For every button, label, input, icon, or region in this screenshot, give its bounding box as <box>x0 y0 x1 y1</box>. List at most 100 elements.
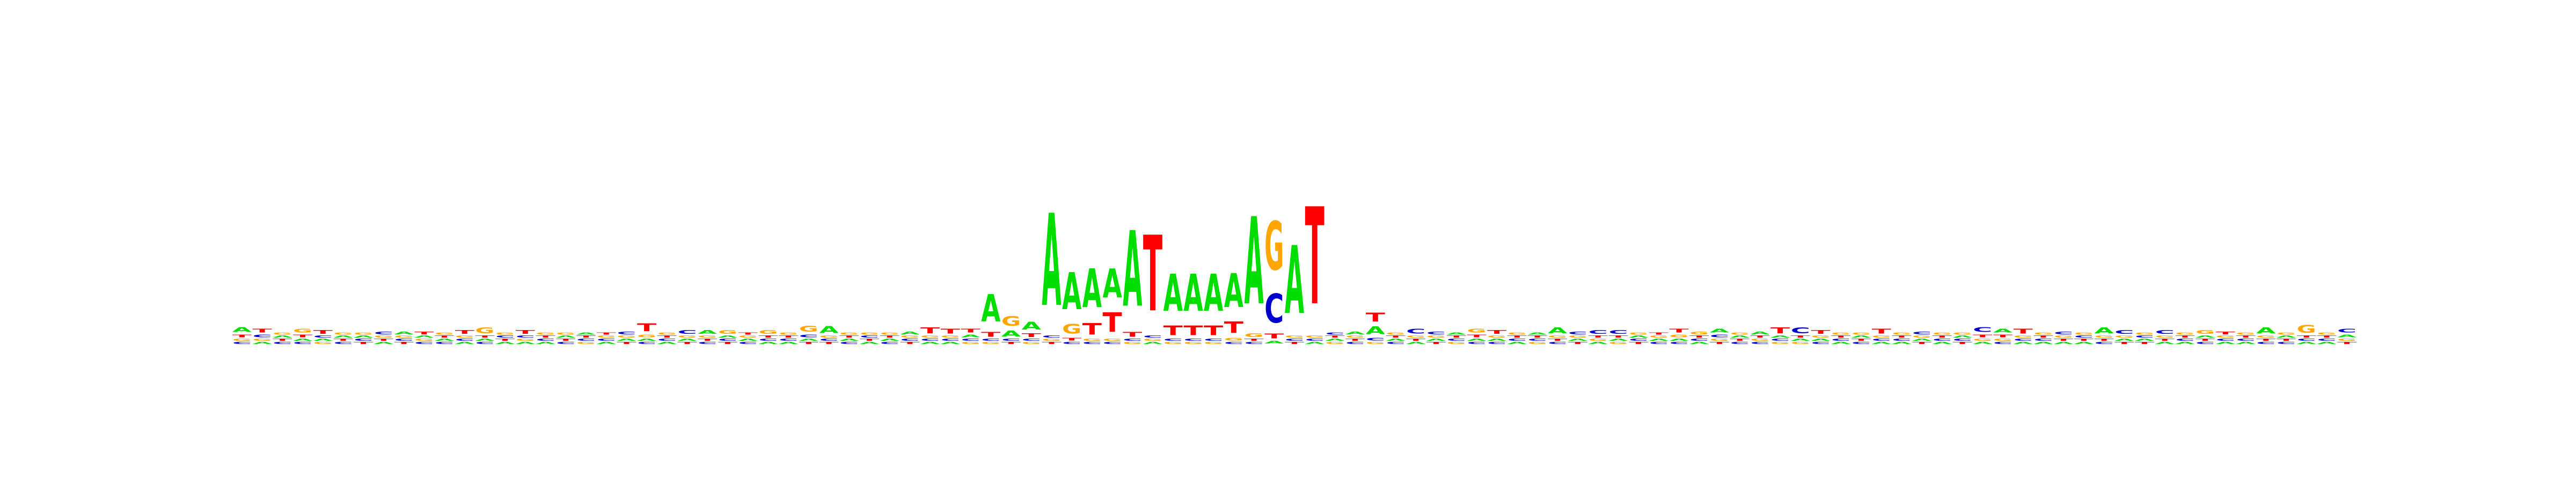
logo-letter-a: A <box>637 338 657 341</box>
logo-letter-c: C <box>1952 338 1972 341</box>
logo-letter-g: G <box>920 335 940 339</box>
logo-letter-g: G <box>1770 341 1790 345</box>
logo-letter-c: C <box>1730 341 1750 345</box>
logo-letter-a: A <box>435 338 455 341</box>
logo-letter-a: A <box>2175 341 2195 345</box>
logo-letter-t: T <box>1204 323 1224 339</box>
logo-letter-t: T <box>758 335 778 339</box>
logo-letter-t: T <box>1527 335 1547 339</box>
logo-letter-c: C <box>677 329 697 335</box>
logo-letter-g: G <box>1204 341 1223 345</box>
logo-letter-t: T <box>1629 341 1649 345</box>
logo-letter-t: T <box>374 338 394 341</box>
logo-letter-t: T <box>252 327 272 333</box>
logo-letter-c: C <box>1325 332 1344 335</box>
logo-letter-g: G <box>860 332 879 335</box>
logo-letter-a: A <box>1831 341 1851 345</box>
logo-letter-g: G <box>576 341 596 345</box>
logo-letter-g: G <box>2054 335 2073 339</box>
logo-letter-g: G <box>1933 332 1952 335</box>
logo-letter-c: C <box>1912 331 1931 335</box>
logo-letter-a: A <box>495 341 515 345</box>
logo-letter-c: C <box>2014 338 2033 341</box>
logo-letter-c: C <box>2216 338 2235 341</box>
logo-letter-a: A <box>698 329 717 335</box>
logo-letter-t: T <box>1082 320 1102 339</box>
logo-letter-g: G <box>1507 332 1527 335</box>
logo-letter-a: A <box>1872 341 1892 345</box>
logo-letter-a: A <box>779 341 799 345</box>
logo-letter-g: G <box>1527 341 1547 345</box>
logo-letter-c: C <box>1548 341 1567 345</box>
logo-letter-a: A <box>718 335 738 339</box>
logo-letter-g: G <box>1811 335 1830 339</box>
logo-letter-c: C <box>1285 338 1304 341</box>
logo-letter-c: C <box>657 338 677 341</box>
logo-letter-t: T <box>1973 334 1992 339</box>
logo-letter-c: C <box>414 341 434 345</box>
logo-letter-c: C <box>455 338 474 341</box>
logo-letter-g: G <box>1447 341 1466 345</box>
logo-letter-c: C <box>1872 338 1891 341</box>
logo-letter-t: T <box>1649 332 1669 335</box>
logo-letter-c: C <box>354 338 373 341</box>
logo-letter-t: T <box>1710 341 1730 345</box>
logo-letter-a: A <box>1791 338 1811 341</box>
logo-letter-a: A <box>2054 341 2074 345</box>
logo-letter-t: T <box>313 329 333 335</box>
logo-letter-a: A <box>1649 338 1669 341</box>
logo-letter-c: C <box>819 338 838 341</box>
logo-letter-t: T <box>900 341 920 345</box>
logo-letter-t: T <box>576 335 596 339</box>
logo-letter-c: C <box>2256 341 2275 345</box>
logo-letter-t: T <box>597 332 617 335</box>
logo-letter-a: A <box>1042 188 1061 335</box>
logo-letter-c: C <box>1527 338 1547 341</box>
logo-letter-g: G <box>232 339 252 342</box>
logo-letter-g: G <box>435 332 454 335</box>
logo-letter-a: A <box>252 341 272 345</box>
logo-letter-t: T <box>1811 329 1830 335</box>
logo-letter-c: C <box>1244 341 1263 345</box>
logo-letter-c: C <box>232 341 252 345</box>
logo-letter-g: G <box>981 341 1000 345</box>
logo-letter-t: T <box>2337 341 2357 345</box>
logo-letter-t: T <box>1102 308 1122 339</box>
logo-letter-g: G <box>1730 332 1750 335</box>
logo-letter-t: T <box>435 335 455 339</box>
logo-letter-c: C <box>273 341 292 345</box>
logo-letter-c: C <box>1001 338 1021 341</box>
logo-letter-a: A <box>354 335 374 339</box>
logo-letter-g: G <box>2256 335 2275 339</box>
logo-letter-g: G <box>2014 335 2033 339</box>
logo-letter-t: T <box>2297 335 2317 339</box>
logo-letter-g: G <box>941 335 960 339</box>
logo-letter-a: A <box>414 335 434 339</box>
logo-letter-t: T <box>1224 318 1244 337</box>
logo-letter-a: A <box>900 331 919 335</box>
logo-letter-a: A <box>1527 332 1547 335</box>
logo-letter-c: C <box>313 335 333 339</box>
logo-letter-g: G <box>1325 341 1344 345</box>
logo-letter-c: C <box>1649 341 1668 345</box>
logo-letter-c: C <box>1224 341 1243 345</box>
logo-letter-t: T <box>1163 323 1183 339</box>
logo-letter-g: G <box>1608 341 1628 345</box>
logo-letter-a: A <box>2155 341 2175 345</box>
logo-letter-a: A <box>1345 331 1365 335</box>
logo-letter-g: G <box>961 341 980 345</box>
logo-letter-a: A <box>1022 320 1041 332</box>
logo-letter-t: T <box>1386 335 1406 339</box>
logo-letter-a: A <box>961 334 980 339</box>
logo-letter-t: T <box>2175 335 2195 339</box>
logo-letter-t: T <box>839 335 859 339</box>
logo-letter-t: T <box>1750 335 1770 339</box>
logo-letter-c: C <box>981 338 1000 341</box>
logo-letter-a: A <box>313 338 333 341</box>
logo-letter-a: A <box>2094 326 2113 335</box>
logo-letter-c: C <box>1447 338 1466 341</box>
logo-letter-g: G <box>2074 332 2094 335</box>
logo-letter-a: A <box>880 338 900 341</box>
logo-letter-c: C <box>2196 341 2215 345</box>
logo-letter-g: G <box>657 332 677 335</box>
